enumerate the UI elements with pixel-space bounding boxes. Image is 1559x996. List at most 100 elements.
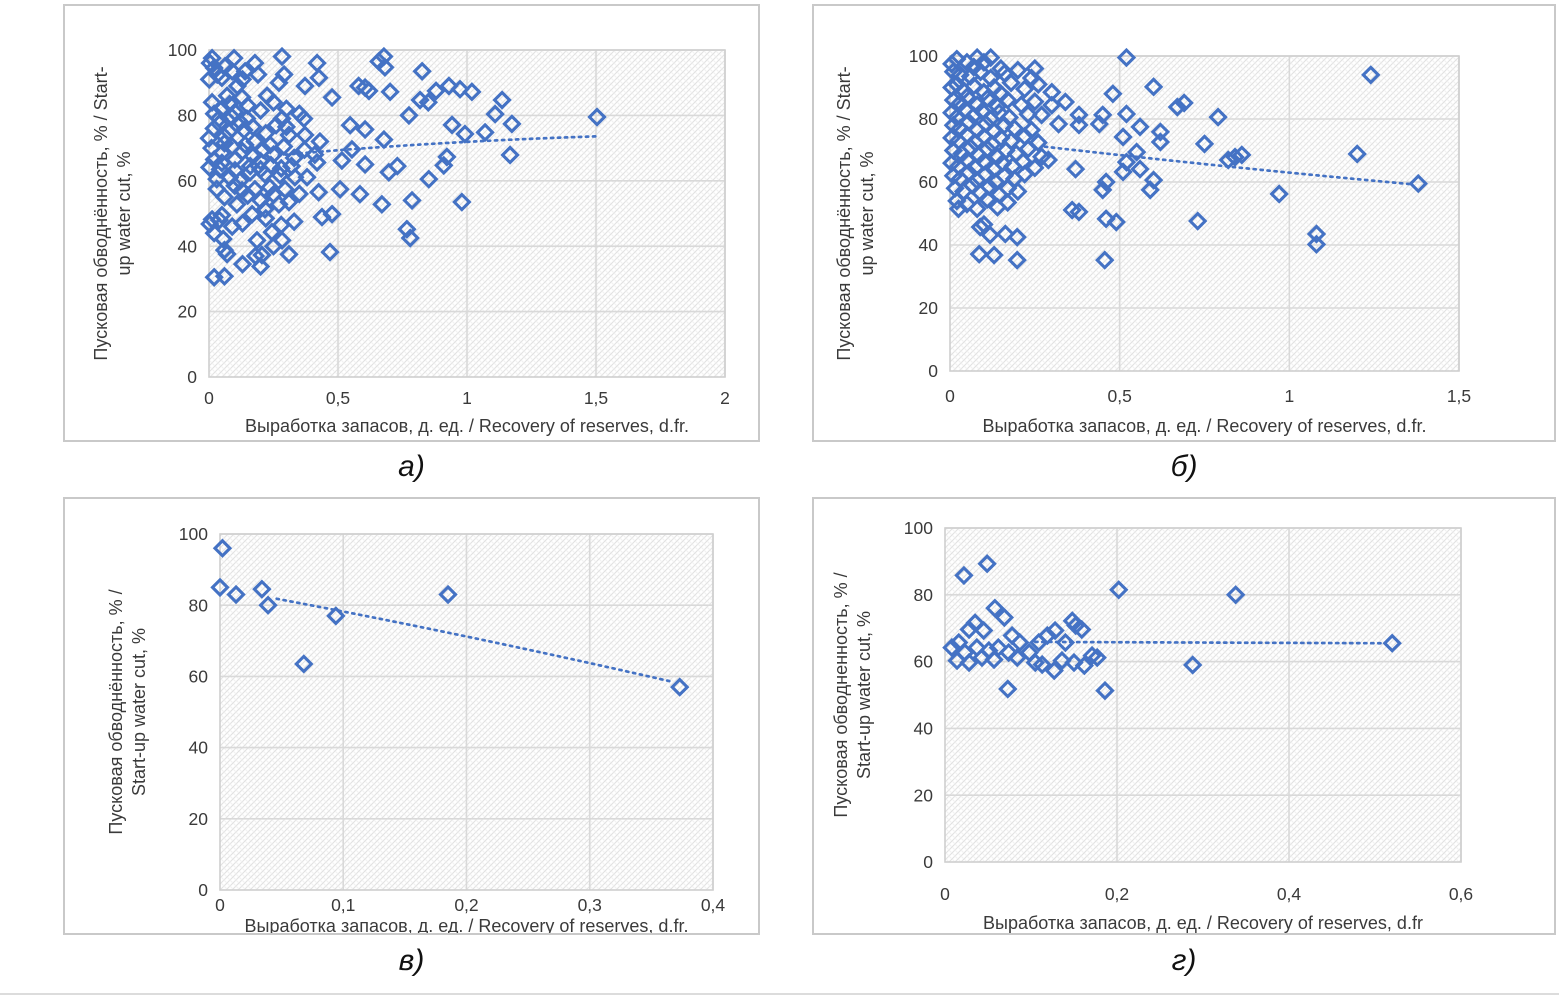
data-point-marker xyxy=(1167,97,1188,117)
data-point-marker xyxy=(1095,250,1115,270)
data-point-marker xyxy=(326,606,346,626)
data-point-marker xyxy=(1106,212,1126,232)
x-axis-tick-label: 0 xyxy=(940,884,950,904)
data-point-marker xyxy=(279,192,299,212)
data-point-marker xyxy=(209,113,230,134)
data-point-marker xyxy=(256,208,276,229)
data-point-marker xyxy=(250,151,271,171)
data-point-marker xyxy=(1150,122,1171,142)
data-point-marker xyxy=(330,179,350,199)
data-point-marker xyxy=(998,642,1019,663)
x-axis-tick-label: 2 xyxy=(720,388,730,408)
data-point-marker xyxy=(225,149,245,170)
data-point-marker xyxy=(1130,117,1150,137)
chart-g-svg: 0 20 40 60 80 100 0 0,2 0,4 0,6 Выработка запасов,… xyxy=(831,518,1473,933)
data-point-marker xyxy=(1096,209,1116,229)
data-point-marker xyxy=(312,207,332,227)
y-axis-tick-label: 80 xyxy=(178,106,198,126)
y-axis-tick-label: 40 xyxy=(189,738,209,758)
data-point-marker xyxy=(226,584,246,605)
x-axis-tick-label: 0,4 xyxy=(1277,884,1302,904)
x-axis-tick-label: 0,5 xyxy=(326,388,350,408)
y-axis-tick-label: 80 xyxy=(919,109,939,129)
data-point-marker xyxy=(1093,180,1113,200)
y-axis-title-line1: Пусковая обводнённость, % / Start- xyxy=(834,66,854,360)
chart-panel-v: 0 20 40 60 80 100 0 0,1 0,2 0,3 0,4 Выработка запас… xyxy=(63,497,760,935)
data-point-marker xyxy=(269,73,289,93)
trendline xyxy=(1033,640,1383,645)
data-point-marker xyxy=(272,230,292,251)
data-point-marker xyxy=(1007,227,1027,247)
chart-v-svg: 0 20 40 60 80 100 0 0,1 0,2 0,3 0,4 Выработка запас… xyxy=(106,524,725,933)
data-point-marker xyxy=(250,256,271,277)
data-point-marker xyxy=(1225,585,1246,605)
data-point-marker xyxy=(1025,91,1045,112)
data-point-marker xyxy=(375,57,395,78)
chart-panel-b: 0 20 40 60 80 100 0 0,5 1 1,5 Выработка запасов, д… xyxy=(812,4,1556,442)
data-point-marker xyxy=(442,115,462,135)
data-point-marker xyxy=(374,46,394,67)
data-point-marker xyxy=(387,156,408,176)
data-point-marker xyxy=(248,64,268,85)
data-point-marker xyxy=(1028,74,1048,95)
data-point-marker xyxy=(1066,615,1086,636)
data-point-marker xyxy=(997,192,1018,213)
y-axis-tick-label: 40 xyxy=(914,719,934,739)
data-point-marker xyxy=(227,194,247,215)
trendline xyxy=(275,597,675,684)
y-axis-title-line1: Пусковая обводнённость, % / xyxy=(106,589,126,834)
data-point-marker xyxy=(399,105,419,126)
data-point-marker xyxy=(1014,79,1035,99)
data-point-marker xyxy=(222,107,242,127)
data-point-marker xyxy=(294,108,314,129)
data-point-marker xyxy=(212,205,232,225)
data-point-marker xyxy=(307,152,327,173)
y-axis-tick-label: 100 xyxy=(904,518,933,538)
data-point-marker xyxy=(250,190,271,211)
data-point-marker xyxy=(984,649,1004,670)
data-point-marker xyxy=(1103,84,1123,104)
data-point-marker xyxy=(289,184,309,204)
data-point-marker xyxy=(263,236,284,256)
data-point-marker xyxy=(959,652,979,673)
data-point-marker xyxy=(1306,224,1327,244)
data-point-marker xyxy=(305,144,325,165)
x-axis-tick-label: 0 xyxy=(204,388,214,408)
data-point-marker xyxy=(462,82,482,102)
y-axis-tick-label: 20 xyxy=(189,809,209,829)
y-axis-tick-label: 60 xyxy=(178,171,198,191)
x-axis-tick-label: 1,5 xyxy=(584,388,608,408)
data-point-marker xyxy=(310,131,330,152)
y-axis-tick-label: 60 xyxy=(919,172,939,192)
data-point-marker xyxy=(235,61,255,81)
data-point-marker xyxy=(204,223,224,243)
data-point-marker xyxy=(402,190,422,211)
data-point-marker xyxy=(974,214,994,235)
data-point-marker xyxy=(1087,647,1107,668)
data-point-marker xyxy=(1007,250,1027,270)
data-point-marker xyxy=(419,169,439,189)
data-point-marker xyxy=(285,167,305,187)
data-point-marker xyxy=(438,584,458,605)
data-point-marker xyxy=(1048,114,1069,134)
data-point-marker xyxy=(977,88,998,109)
data-point-marker xyxy=(340,115,360,135)
data-point-marker xyxy=(209,210,230,230)
y-axis-title-line2: Start-up water cut, % xyxy=(129,628,149,796)
data-point-marker xyxy=(1382,633,1402,653)
data-point-marker xyxy=(252,579,272,599)
data-point-marker xyxy=(232,213,253,234)
data-point-marker xyxy=(232,69,253,90)
x-axis-tick-label: 0,1 xyxy=(331,895,355,915)
data-point-marker xyxy=(232,254,253,274)
data-point-marker xyxy=(1064,652,1084,673)
data-point-marker xyxy=(397,219,417,239)
data-point-marker xyxy=(263,92,284,113)
data-point-marker xyxy=(1055,632,1076,653)
y-axis-tick-label: 0 xyxy=(187,367,197,387)
x-axis-tick-label: 0 xyxy=(945,386,955,406)
data-point-marker xyxy=(500,145,520,165)
data-point-marker xyxy=(1188,211,1208,231)
data-point-marker xyxy=(372,194,392,215)
